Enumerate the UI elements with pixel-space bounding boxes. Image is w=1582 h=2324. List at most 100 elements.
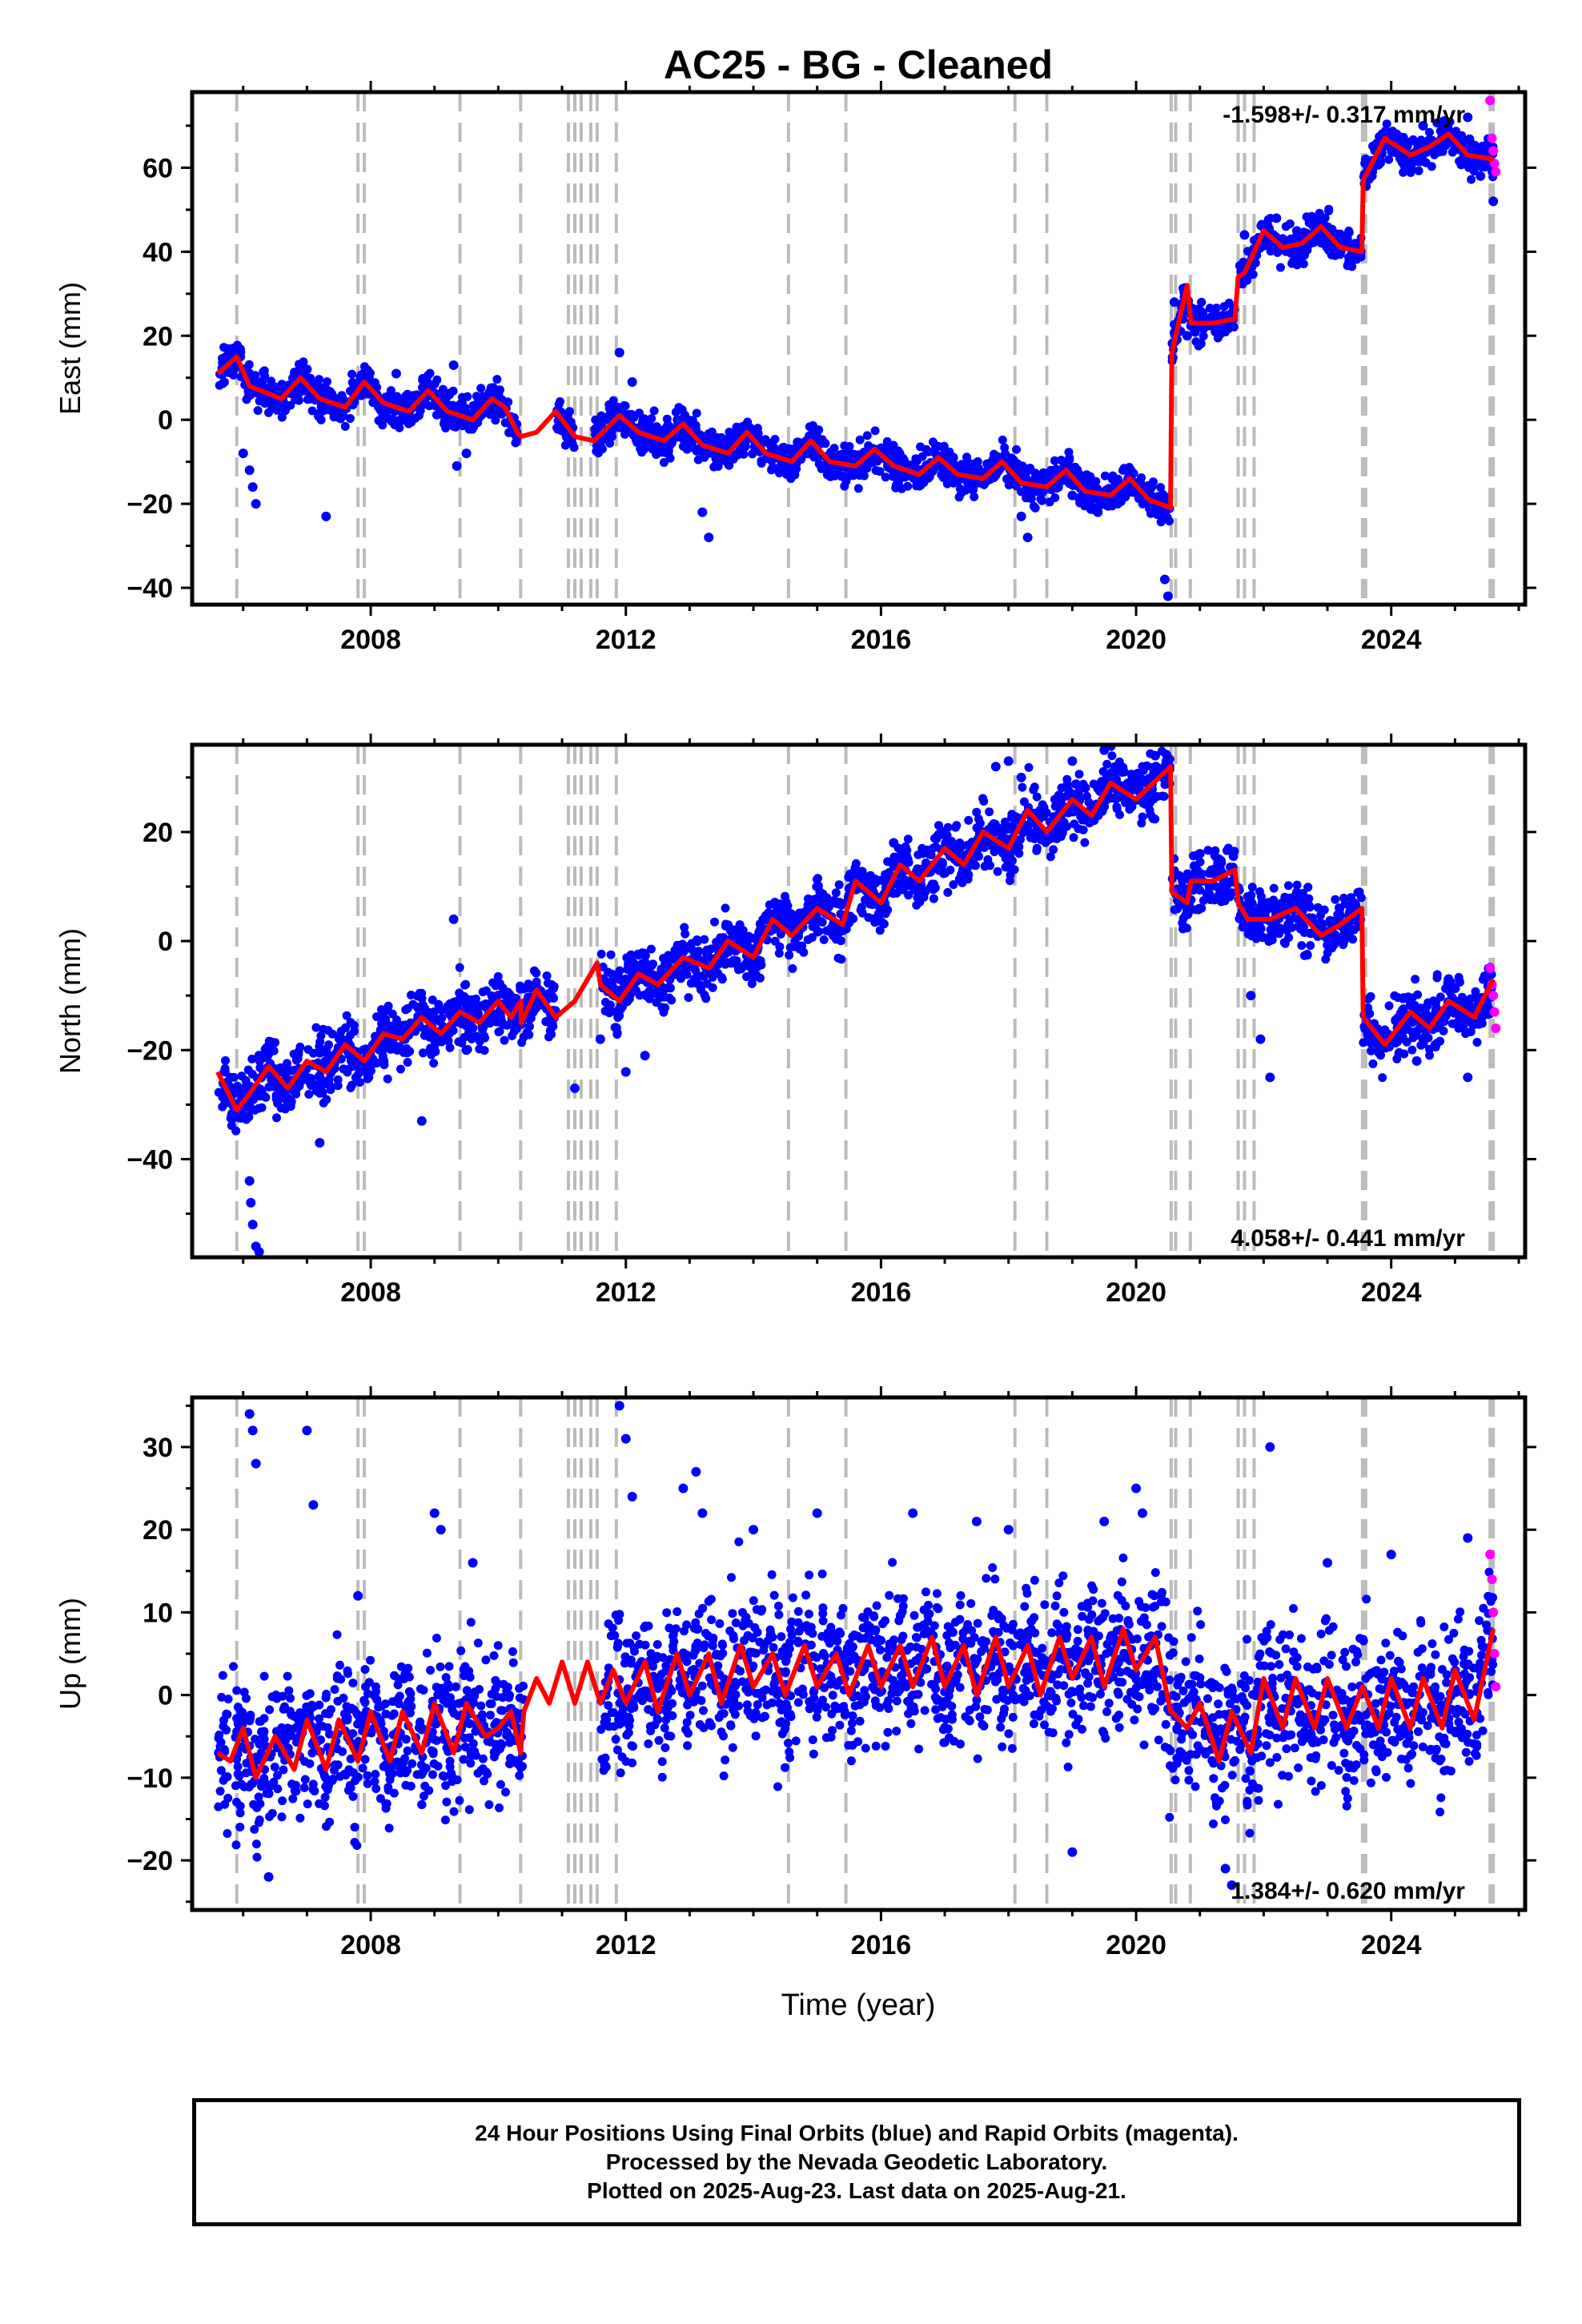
final-orbit-point <box>1106 768 1116 778</box>
final-orbit-point <box>683 942 693 951</box>
final-orbit-point <box>416 406 425 416</box>
final-orbit-point <box>659 458 669 467</box>
final-orbit-point <box>1299 923 1309 932</box>
final-orbit-outlier <box>391 368 401 379</box>
final-orbit-point <box>943 448 953 458</box>
final-orbit-point <box>916 476 925 486</box>
final-orbit-point <box>970 492 979 501</box>
final-orbit-point <box>644 994 654 1003</box>
final-orbit-point <box>686 418 696 428</box>
final-orbit-point <box>1046 852 1055 862</box>
final-orbit-outlier <box>1159 574 1170 585</box>
final-orbit-point <box>1050 456 1059 465</box>
final-orbit-outlier <box>321 511 331 521</box>
final-orbit-outlier <box>1169 297 1179 308</box>
final-orbit-point <box>884 868 893 877</box>
final-orbit-point <box>462 998 472 1007</box>
final-orbit-point <box>1269 883 1279 893</box>
final-orbit-point <box>1359 1038 1368 1047</box>
final-orbit-point <box>223 344 233 353</box>
final-orbit-point <box>456 418 466 428</box>
final-orbit-point <box>596 411 606 420</box>
final-orbit-point <box>770 936 780 946</box>
final-orbit-point <box>904 858 913 867</box>
final-orbit-point <box>1199 332 1208 341</box>
final-orbit-point <box>1305 903 1315 912</box>
final-orbit-point <box>475 1044 484 1054</box>
final-orbit-point <box>324 1075 334 1084</box>
final-orbit-point <box>1306 941 1315 951</box>
final-orbit-point <box>781 898 791 907</box>
final-orbit-point <box>1247 891 1256 900</box>
final-orbit-point <box>710 917 719 927</box>
final-orbit-point <box>701 994 711 1003</box>
final-orbit-point <box>343 1065 352 1075</box>
final-orbit-point <box>418 1000 428 1010</box>
final-orbit-point <box>335 1031 345 1040</box>
final-orbit-point <box>942 830 952 840</box>
final-orbit-point <box>403 1058 412 1067</box>
final-orbit-point <box>267 376 276 386</box>
east-y-axis-label: East (mm) <box>54 282 86 415</box>
final-orbit-point <box>1399 1049 1409 1059</box>
final-orbit-point <box>639 965 648 975</box>
final-orbit-point <box>671 408 681 417</box>
final-orbit-point <box>1030 503 1040 513</box>
final-orbit-point <box>711 454 721 463</box>
final-orbit-point <box>983 854 993 864</box>
final-orbit-point <box>655 993 665 1003</box>
final-orbit-point <box>1160 494 1170 504</box>
final-orbit-point <box>862 464 872 473</box>
y-tick-label: 60 <box>143 153 173 183</box>
final-orbit-point <box>934 821 943 830</box>
final-orbit-point <box>620 401 630 411</box>
final-orbit-point <box>970 861 980 870</box>
final-orbit-point <box>644 420 654 429</box>
final-orbit-point <box>1029 785 1038 794</box>
final-orbit-point <box>821 926 831 935</box>
final-orbit-point <box>457 1038 467 1047</box>
final-orbit-point <box>1183 910 1193 919</box>
final-orbit-point <box>711 461 720 471</box>
final-orbit-point <box>1307 913 1317 923</box>
final-orbit-point <box>831 888 841 898</box>
final-orbit-point <box>1354 888 1363 897</box>
final-orbit-point <box>838 926 848 935</box>
rapid-orbit-point <box>1487 133 1497 143</box>
final-orbit-point <box>1114 757 1124 766</box>
final-orbit-point <box>1312 215 1322 224</box>
final-orbit-point <box>220 1096 230 1105</box>
final-orbit-point <box>1210 895 1219 905</box>
final-orbit-point <box>833 453 843 463</box>
final-orbit-point <box>1406 168 1415 177</box>
final-orbit-point <box>467 1034 476 1043</box>
final-orbit-point <box>831 935 841 944</box>
final-orbit-point <box>274 1083 283 1092</box>
final-orbit-point <box>1286 248 1295 258</box>
final-orbit-point <box>598 963 608 971</box>
final-orbit-point <box>245 1102 255 1112</box>
final-orbit-point <box>1455 156 1464 166</box>
chart-title: AC25 - BG - Cleaned <box>664 42 1053 87</box>
final-orbit-outlier <box>244 465 255 476</box>
final-orbit-point <box>1046 471 1055 480</box>
final-orbit-point <box>511 438 520 448</box>
final-orbit-outlier <box>452 460 462 471</box>
final-orbit-point <box>927 879 937 889</box>
final-orbit-point <box>834 880 844 890</box>
final-orbit-point <box>1337 231 1347 240</box>
final-orbit-point <box>1330 940 1339 949</box>
final-orbit-point <box>1007 813 1017 822</box>
final-orbit-point <box>417 994 427 1003</box>
final-orbit-point <box>1078 779 1088 789</box>
final-orbit-point <box>1107 793 1117 802</box>
final-orbit-point <box>393 395 403 404</box>
final-orbit-point <box>647 969 656 979</box>
final-orbit-point <box>1393 1013 1403 1023</box>
final-orbit-point <box>1138 762 1147 771</box>
final-orbit-point <box>889 470 898 480</box>
final-orbit-point <box>1068 463 1078 472</box>
final-orbit-point <box>596 949 606 959</box>
final-orbit-point <box>657 1003 667 1012</box>
